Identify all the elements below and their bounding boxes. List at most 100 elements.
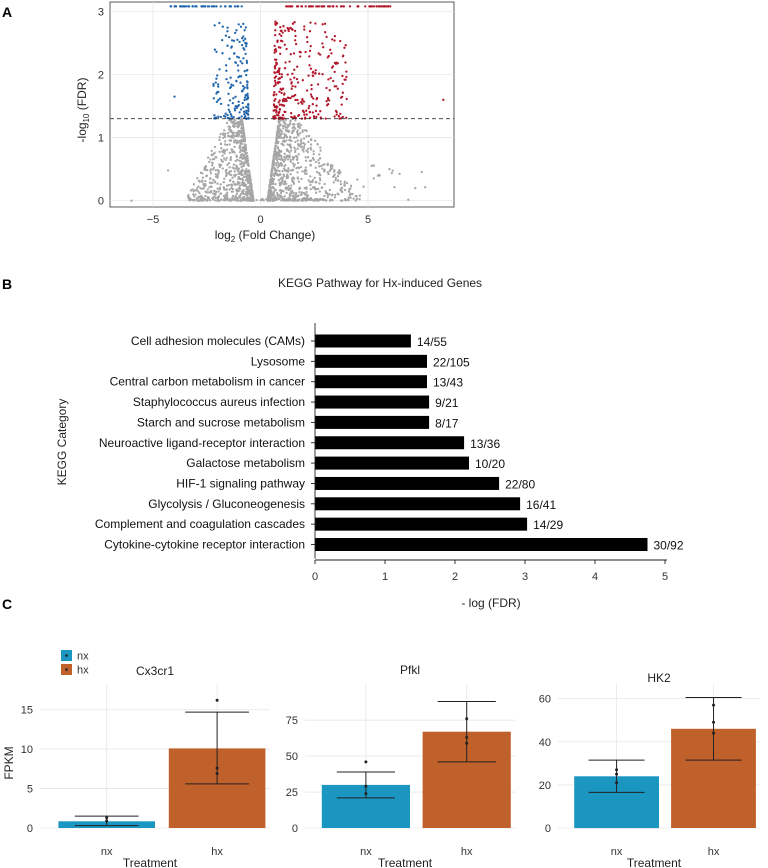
volcano-point [237, 69, 240, 72]
volcano-point [268, 185, 271, 189]
volcano-point [206, 188, 209, 191]
volcano-point [321, 73, 324, 76]
volcano-point [326, 96, 330, 100]
volcano-point [221, 160, 225, 163]
volcano-point [293, 68, 296, 71]
volcano-point [297, 166, 301, 170]
volcano-point [291, 72, 294, 75]
volcano-point [278, 99, 281, 102]
volcano-point [314, 160, 318, 164]
fpkm-chart-title: Cx3cr1 [136, 664, 174, 678]
volcano-point [234, 95, 237, 98]
kegg-x-tick-label: 1 [382, 571, 388, 583]
volcano-point [290, 81, 293, 84]
volcano-point [245, 154, 249, 157]
volcano-point [268, 192, 271, 196]
volcano-point [217, 85, 220, 88]
volcano-point [210, 153, 213, 156]
legend-label-hx: hx [77, 665, 89, 677]
volcano-point [211, 192, 215, 195]
volcano-point [192, 190, 195, 193]
volcano-point [230, 114, 233, 118]
volcano-point [287, 28, 290, 32]
volcano-point [309, 44, 312, 48]
volcano-point [271, 163, 274, 167]
volcano-point [305, 172, 308, 175]
volcano-point [342, 54, 345, 57]
volcano-point [294, 127, 297, 130]
volcano-point [245, 109, 248, 112]
volcano-point [216, 174, 219, 177]
volcano-point [324, 31, 327, 34]
volcano-point [212, 84, 215, 87]
volcano-point [276, 105, 279, 108]
volcano-xlabel-base: log [215, 228, 231, 242]
kegg-x-tick-label: 0 [312, 571, 318, 583]
volcano-point [187, 5, 191, 8]
volcano-point [204, 184, 207, 187]
volcano-point [223, 129, 226, 132]
volcano-point [239, 149, 243, 152]
volcano-point [378, 174, 381, 177]
volcano-point [232, 39, 236, 42]
volcano-point [214, 193, 217, 196]
volcano-point [343, 46, 346, 49]
volcano-point [305, 89, 309, 92]
volcano-point [227, 183, 231, 187]
volcano-point [275, 61, 278, 64]
volcano-point [245, 188, 248, 191]
volcano-point [180, 5, 184, 8]
volcano-point [218, 188, 221, 191]
volcano-point [173, 5, 176, 8]
volcano-point [335, 85, 338, 88]
volcano-point [330, 194, 334, 197]
volcano-point [169, 5, 172, 8]
volcano-point [237, 170, 240, 173]
volcano-point [341, 74, 344, 78]
volcano-point [199, 171, 203, 174]
kegg-category-label: Cytokine-cytokine receptor interaction [104, 538, 305, 552]
volcano-point [244, 37, 247, 40]
volcano-point [274, 97, 277, 101]
volcano-point [343, 188, 347, 192]
volcano-point [279, 132, 282, 136]
volcano-point [250, 186, 253, 189]
volcano-point [337, 115, 341, 118]
volcano-point [273, 99, 276, 102]
volcano-point [307, 147, 310, 151]
volcano-point [230, 39, 234, 42]
volcano-point [319, 179, 322, 182]
volcano-point [294, 34, 297, 38]
volcano-point [218, 68, 221, 71]
volcano-point [247, 175, 250, 178]
volcano-point [276, 166, 279, 169]
volcano-point [308, 104, 311, 108]
volcano-point [277, 179, 280, 182]
kegg-bar-label: 22/105 [433, 355, 470, 369]
volcano-point [294, 39, 297, 42]
kegg-bar-label: 14/29 [533, 518, 563, 532]
volcano-point [321, 23, 324, 26]
volcano-point [204, 179, 207, 183]
volcano-point [130, 199, 133, 202]
volcano-point [211, 158, 215, 161]
volcano-point [247, 177, 251, 181]
kegg-category-label: Neuroactive ligand-receptor interaction [99, 436, 305, 450]
fpkm-data-point [712, 720, 716, 724]
volcano-point [313, 198, 316, 201]
volcano-point [235, 134, 238, 138]
volcano-point [297, 113, 301, 117]
kegg-x-tick-label: 2 [452, 571, 458, 583]
volcano-point [275, 111, 278, 114]
volcano-point [233, 109, 237, 112]
volcano-point [283, 121, 286, 124]
volcano-point [217, 115, 220, 118]
volcano-point [288, 130, 291, 133]
volcano-point [285, 199, 288, 202]
kegg-x-axis: 0 1 2 3 4 5 [311, 323, 668, 583]
volcano-point [249, 182, 252, 185]
volcano-point [227, 171, 230, 175]
volcano-point [310, 148, 313, 151]
volcano-point [224, 5, 227, 8]
kegg-category-label: HIF-1 signaling pathway [176, 476, 305, 490]
